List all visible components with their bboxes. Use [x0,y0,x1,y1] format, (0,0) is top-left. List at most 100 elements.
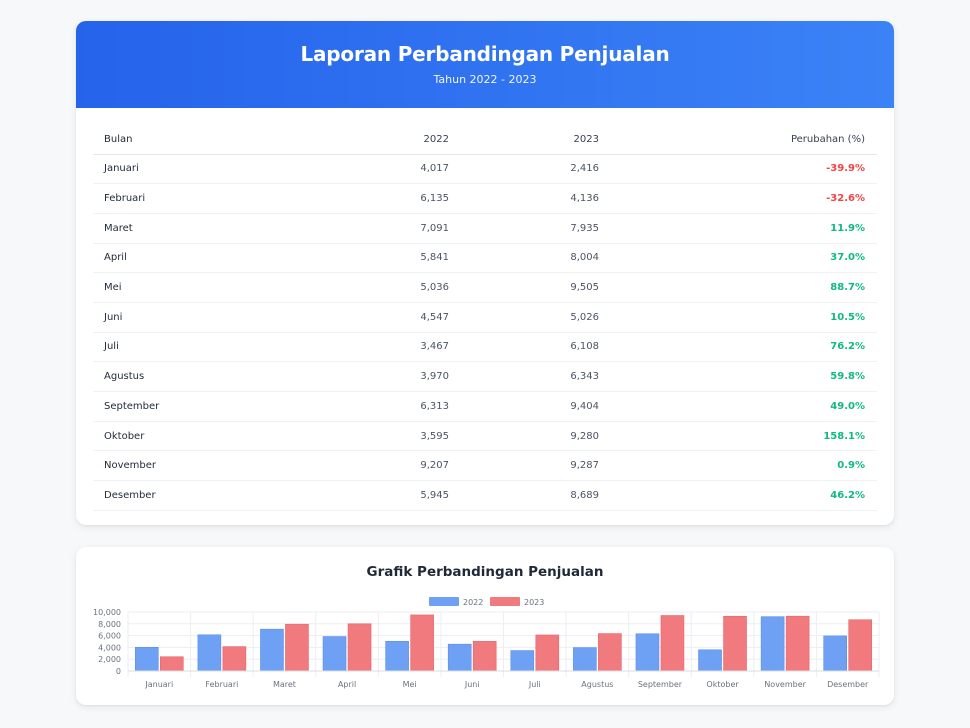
report-title: Laporan Perbandingan Penjualan [300,42,670,66]
bar-2023-april [347,623,372,672]
report-header: Laporan Perbandingan Penjualan Tahun 202… [76,21,894,108]
bar-2023-juni [472,641,497,672]
value-2023-cell: 2,416 [449,154,599,185]
bar-2023-november [785,615,810,672]
value-2022-cell: 3,595 [323,421,449,452]
bar-2023-september [660,615,685,672]
value-2023-cell: 8,004 [449,243,599,274]
change-cell: -39.9% [599,154,877,185]
y-tick-label: 4,000 [98,643,121,652]
month-cell: Mei [93,272,323,303]
value-2022-cell: 3,970 [323,361,449,392]
value-2022-cell: 4,547 [323,302,449,333]
value-2022-cell: 3,467 [323,332,449,363]
sales-table: Bulan 2022 2023 Perubahan (%) Januari 4,0… [93,126,877,511]
bar-2022-oktober [698,649,722,672]
value-2023-cell: 5,026 [449,302,599,333]
table-row: Mei 5,036 9,505 88.7% [93,272,877,303]
x-tick-label: September [638,680,683,689]
report-subtitle: Tahun 2022 - 2023 [433,73,537,86]
chart-title: Grafik Perbandingan Penjualan [366,564,604,580]
bar-2023-februari [222,646,247,672]
bar-2023-juli [535,634,560,672]
month-cell: Maret [93,213,323,244]
month-cell: Oktober [93,421,323,452]
value-2023-cell: 4,136 [449,183,599,214]
bar-2023-desember [848,619,873,672]
change-cell: 158.1% [599,421,877,452]
x-tick-label: November [764,680,806,689]
column-header-2022: 2022 [323,126,449,155]
value-2022-cell: 5,945 [323,480,449,511]
table-row: November 9,207 9,287 0.9% [93,450,877,482]
y-tick-label: 8,000 [98,620,121,629]
bar-2023-oktober [723,615,747,672]
change-cell: 11.9% [599,213,877,244]
bar-2023-maret [285,623,309,672]
change-cell: 76.2% [599,332,877,363]
bar-2022-november [760,616,785,672]
x-tick-label: Agustus [581,680,613,689]
x-tick-label: Juli [528,680,541,689]
month-cell: Juni [93,302,323,333]
bar-2022-agustus [573,647,597,672]
value-2023-cell: 9,505 [449,272,599,303]
change-cell: 88.7% [599,272,877,303]
bar-2022-juni [447,643,472,672]
bar-2023-mei [410,614,434,672]
value-2022-cell: 7,091 [323,213,449,244]
legend-label-2022: 2022 [463,598,483,607]
bar-2023-januari [159,656,184,672]
month-cell: Desember [93,480,323,511]
table-row: Juli 3,467 6,108 76.2% [93,332,877,363]
month-cell: April [93,243,323,274]
value-2023-cell: 9,287 [449,450,599,482]
x-tick-label: Februari [205,680,238,689]
chart-card: Grafik Perbandingan Penjualan 2022 2023 0 2… [76,547,894,705]
x-tick-label: Mei [403,680,417,689]
y-tick-label: 6,000 [98,632,121,641]
table-row: April 5,841 8,004 37.0% [93,243,877,274]
bar-2022-april [322,636,347,672]
month-cell: Januari [93,154,323,185]
bar-2022-mei [385,640,409,672]
y-tick-label: 2,000 [98,655,121,664]
change-cell: -32.6% [599,183,877,214]
month-cell: Juli [93,332,323,363]
y-tick-label: 0 [116,667,121,676]
table-row: Maret 7,091 7,935 11.9% [93,213,877,244]
change-cell: 10.5% [599,302,877,333]
bar-2022-september [635,633,660,672]
bar-2022-maret [260,628,284,672]
change-cell: 0.9% [599,450,877,482]
value-2022-cell: 4,017 [323,154,449,185]
y-tick-label: 10,000 [93,608,121,617]
x-tick-label: Maret [273,680,296,689]
column-header-2023: 2023 [449,126,599,155]
value-2022-cell: 6,313 [323,391,449,422]
value-2022-cell: 9,207 [323,450,449,482]
table-row: Februari 6,135 4,136 -32.6% [93,183,877,214]
value-2022-cell: 6,135 [323,183,449,214]
column-header-change: Perubahan (%) [599,126,877,155]
value-2023-cell: 9,404 [449,391,599,422]
month-cell: Agustus [93,361,323,392]
change-cell: 37.0% [599,243,877,274]
bar-chart: 2022 2023 0 2,000 4,000 6,000 8,000 10,000 Janua… [93,597,880,689]
x-tick-label: Januari [144,680,173,689]
legend-label-2023: 2023 [524,598,544,607]
change-cell: 59.8% [599,361,877,392]
value-2023-cell: 7,935 [449,213,599,244]
table-row: Januari 4,017 2,416 -39.9% [93,154,877,185]
change-cell: 49.0% [599,391,877,422]
value-2023-cell: 6,108 [449,332,599,363]
bar-2022-februari [197,634,222,672]
bar-2022-desember [823,635,848,672]
column-header-month: Bulan [93,126,323,155]
value-2022-cell: 5,841 [323,243,449,274]
change-cell: 46.2% [599,480,877,511]
value-2023-cell: 6,343 [449,361,599,392]
value-2023-cell: 9,280 [449,421,599,452]
report-card: Laporan Perbandingan Penjualan Tahun 202… [76,21,894,525]
table-row: Desember 5,945 8,689 46.2% [93,480,877,511]
